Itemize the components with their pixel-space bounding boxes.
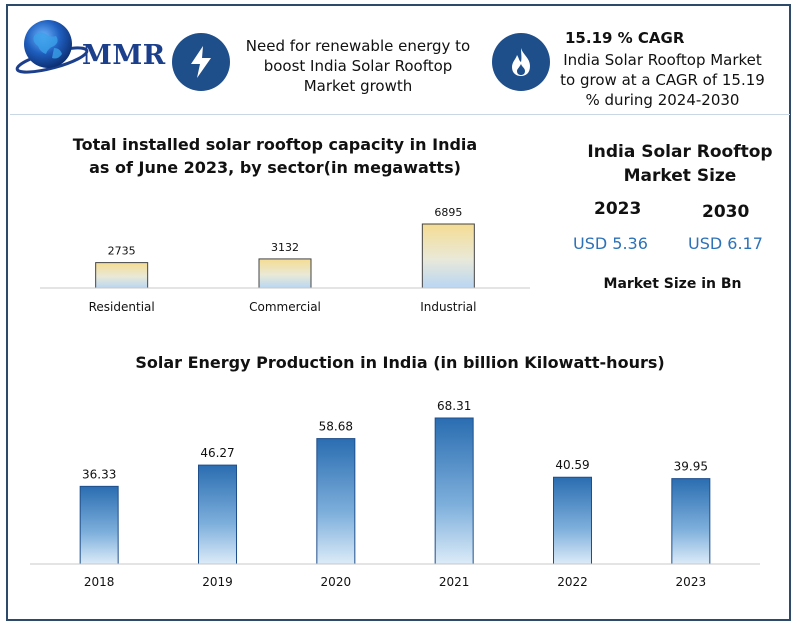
energy-production-chart: 36.33 2018 46.27 2019 58.68 2020 68.31 2021 40.5…	[30, 399, 760, 589]
market-size-title: India Solar Rooftop Market Size	[587, 142, 773, 186]
category-label: 2020	[321, 575, 352, 589]
chart1-title: Total installed solar rooftop capacity i…	[72, 135, 478, 177]
value-label: 3132	[271, 241, 299, 254]
bar-residential	[95, 262, 149, 289]
market-year-2023: 2023	[594, 199, 642, 219]
category-label: 2023	[676, 575, 707, 589]
category-label: 2019	[202, 575, 233, 589]
value-label: 6895	[434, 206, 462, 219]
bar-2020	[316, 438, 356, 565]
value-label: 58.68	[319, 420, 353, 434]
flame-icon	[492, 33, 550, 91]
globe-icon	[15, 20, 89, 74]
category-label: Industrial	[420, 300, 476, 314]
lightning-bolt-icon	[172, 33, 230, 91]
cagr-text: India Solar Rooftop Market to grow at a …	[560, 51, 765, 109]
bar-2021	[434, 417, 474, 565]
logo-text: MMR	[82, 40, 166, 71]
market-size-caption: Market Size in Bn	[603, 276, 742, 292]
bar-industrial	[421, 223, 475, 289]
market-year-2030: 2030	[702, 202, 750, 222]
value-label: 2735	[108, 245, 136, 258]
bar-2018	[79, 485, 119, 565]
sector-capacity-chart: 2735 Residential 3132 Commercial 6895 Industr…	[40, 206, 530, 314]
mmr-logo	[10, 14, 160, 84]
infographic-frame	[6, 4, 791, 621]
market-value-2023: USD 5.36	[573, 234, 648, 253]
market-value-2030: USD 6.17	[688, 234, 763, 253]
chart2-title: Solar Energy Production in India (in bil…	[135, 353, 665, 372]
category-label: Commercial	[249, 300, 321, 314]
value-label: 36.33	[82, 467, 116, 481]
category-label: 2021	[439, 575, 470, 589]
category-label: 2018	[84, 575, 115, 589]
value-label: 39.95	[674, 460, 708, 474]
bar-2023	[671, 478, 711, 565]
value-label: 46.27	[200, 446, 234, 460]
bar-2019	[198, 464, 237, 565]
value-label: 40.59	[555, 458, 589, 472]
cagr-title: 15.19 % CAGR	[565, 29, 685, 47]
category-label: Residential	[89, 300, 155, 314]
bar-2022	[553, 476, 592, 565]
driver-text: Need for renewable energy to boost India…	[245, 37, 471, 95]
bar-commercial	[258, 258, 312, 289]
category-label: 2022	[557, 575, 588, 589]
header-divider	[10, 114, 790, 115]
value-label: 68.31	[437, 399, 471, 413]
